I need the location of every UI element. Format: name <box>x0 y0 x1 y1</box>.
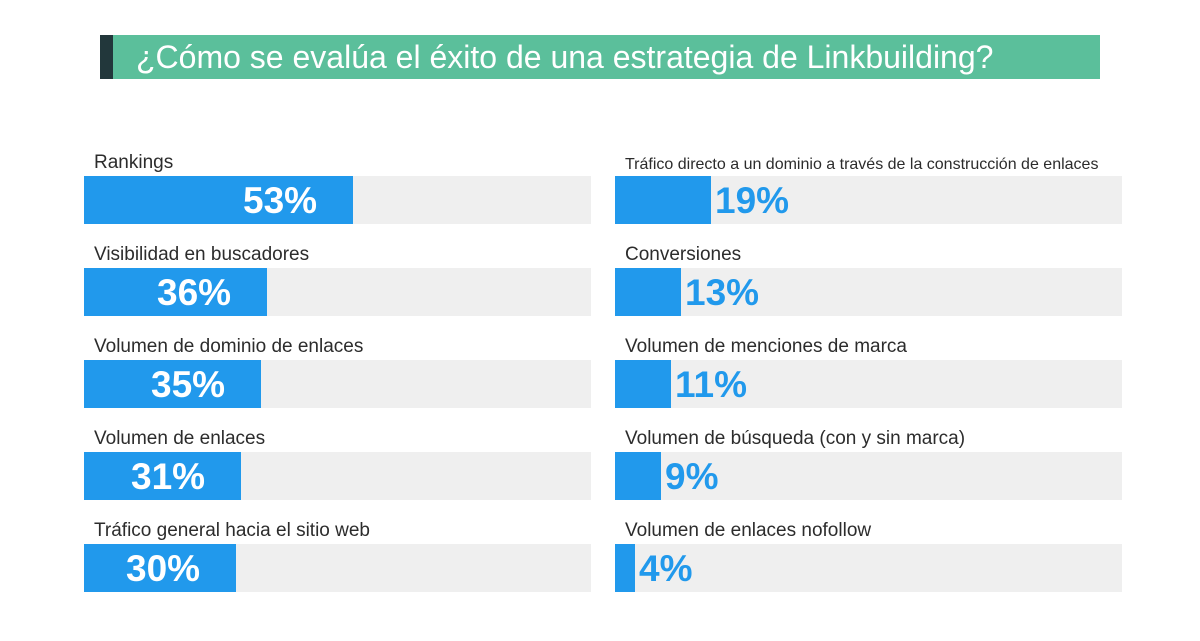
bar-value-label: 19% <box>715 180 790 221</box>
bar-fill <box>84 268 267 316</box>
bar-track: 9% <box>615 452 1122 500</box>
bar-fill <box>615 544 635 592</box>
bar-item: Volumen de búsqueda (con y sin marca) 9% <box>615 426 1122 518</box>
bar-value-label: 35% <box>151 364 226 405</box>
bar-track: 30% <box>84 544 591 592</box>
bar-item: Tráfico general hacia el sitio web 30% <box>84 518 591 610</box>
bar-label: Volumen de enlaces nofollow <box>625 520 872 541</box>
bar-item: Tráfico directo a un dominio a través de… <box>615 150 1122 242</box>
bar-track: 19% <box>615 176 1122 224</box>
bar-value-label: 4% <box>639 548 693 589</box>
title-banner: ¿Cómo se evalúa el éxito de una estrateg… <box>100 35 1100 79</box>
bar-item: Rankings 53% <box>84 150 591 242</box>
bar-fill <box>84 452 241 500</box>
bar-value-label: 36% <box>157 272 232 313</box>
bar-fill <box>615 268 681 316</box>
bar-track: 36% <box>84 268 591 316</box>
bar-fill <box>84 176 353 224</box>
bar-fill <box>84 360 261 408</box>
bar-label: Volumen de enlaces <box>94 428 266 449</box>
bar-fill <box>615 360 671 408</box>
bar-track: 13% <box>615 268 1122 316</box>
title-accent-block <box>100 35 113 79</box>
title-bar: ¿Cómo se evalúa el éxito de una estrateg… <box>113 35 1100 79</box>
bar-label: Rankings <box>94 152 174 173</box>
bar-item: Volumen de enlaces nofollow 4% <box>615 518 1122 610</box>
bar-track: 31% <box>84 452 591 500</box>
bar-value-label: 30% <box>126 548 201 589</box>
bar-label: Visibilidad en buscadores <box>94 244 310 265</box>
bar-item: Volumen de enlaces 31% <box>84 426 591 518</box>
chart-title: ¿Cómo se evalúa el éxito de una estrateg… <box>136 39 994 75</box>
bar-fill <box>615 452 661 500</box>
bar-item: Conversiones 13% <box>615 242 1122 334</box>
bar-label: Volumen de búsqueda (con y sin marca) <box>625 428 966 449</box>
bar-track: 4% <box>615 544 1122 592</box>
bar-label: Volumen de menciones de marca <box>625 336 907 357</box>
bar-item: Volumen de dominio de enlaces 35% <box>84 334 591 426</box>
bar-fill <box>615 176 711 224</box>
bar-track: 11% <box>615 360 1122 408</box>
bar-label: Volumen de dominio de enlaces <box>94 336 364 357</box>
chart-column-right: Tráfico directo a un dominio a través de… <box>615 150 1122 610</box>
bar-item: Volumen de menciones de marca 11% <box>615 334 1122 426</box>
bar-value-label: 11% <box>675 364 748 405</box>
chart-column-left: Rankings 53% Visibilidad en buscadores 36% V… <box>84 150 591 610</box>
bar-value-label: 9% <box>665 456 719 497</box>
bar-value-label: 31% <box>131 456 206 497</box>
bar-label: Tráfico general hacia el sitio web <box>94 520 370 541</box>
bar-fill <box>84 544 236 592</box>
bar-value-label: 53% <box>243 180 318 221</box>
bar-track: 35% <box>84 360 591 408</box>
bar-item: Visibilidad en buscadores 36% <box>84 242 591 334</box>
bar-value-label: 13% <box>685 272 760 313</box>
bar-label: Conversiones <box>625 244 742 265</box>
bar-track: 53% <box>84 176 591 224</box>
bar-label: Tráfico directo a un dominio a través de… <box>625 156 1099 173</box>
